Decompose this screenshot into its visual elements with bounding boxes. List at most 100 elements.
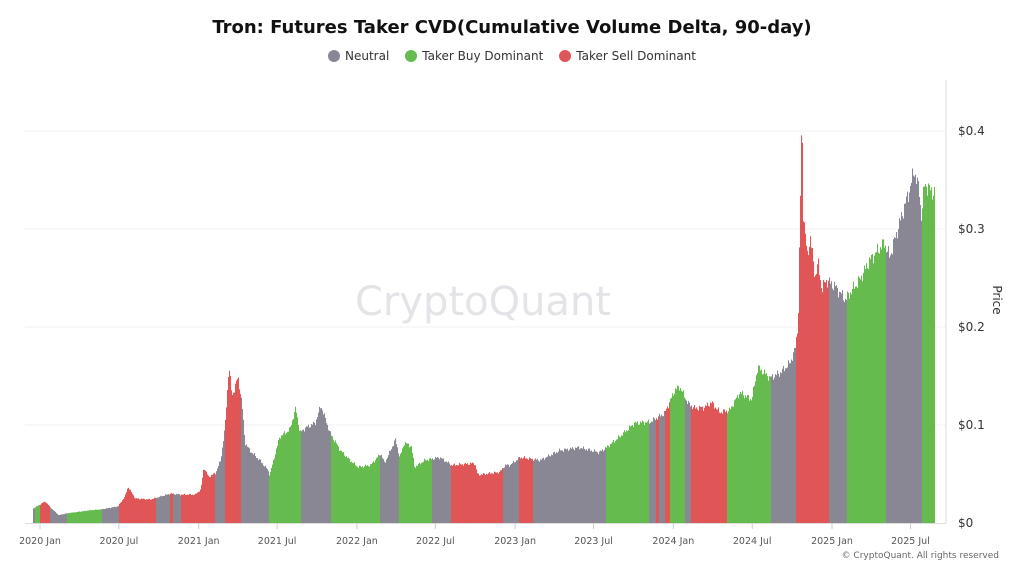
legend-label: Taker Sell Dominant <box>576 49 696 63</box>
price-bar-buy <box>69 513 71 523</box>
price-bar-sell <box>187 494 189 523</box>
price-bar-neutral <box>306 426 308 523</box>
price-bar-sell <box>459 462 461 523</box>
price-bar-neutral <box>223 441 225 523</box>
price-bar-buy <box>417 465 419 523</box>
x-tick-label: 2022 Jul <box>416 536 455 547</box>
legend-item-sell[interactable]: Taker Sell Dominant <box>559 49 696 63</box>
price-bar-neutral <box>304 431 306 523</box>
price-bar-sell <box>520 458 522 523</box>
price-bar-buy <box>928 183 930 523</box>
price-bar-neutral <box>390 450 392 523</box>
price-bar-buy <box>350 462 352 523</box>
price-bar-sell <box>236 380 238 523</box>
price-bar-neutral <box>652 421 654 523</box>
price-bar-neutral <box>900 220 902 523</box>
price-bar-neutral <box>514 462 516 523</box>
price-bar-buy <box>409 447 411 523</box>
price-bar-neutral <box>559 448 561 523</box>
price-bar-buy <box>638 424 640 523</box>
price-bar-neutral <box>248 447 250 523</box>
price-bar-buy <box>618 435 620 523</box>
price-bar-neutral <box>773 379 775 523</box>
price-bar-neutral <box>604 449 606 523</box>
price-bar-neutral <box>508 464 510 523</box>
price-bar-neutral <box>65 513 67 523</box>
price-bar-buy <box>356 466 358 523</box>
price-bar-neutral <box>53 510 55 523</box>
price-bar-neutral <box>56 513 58 523</box>
price-bar-buy <box>728 411 730 523</box>
price-bar-neutral <box>836 285 838 523</box>
price-bar-buy <box>634 422 636 523</box>
price-bar-sell <box>497 472 499 523</box>
price-bar-neutral <box>908 202 910 523</box>
price-bar-neutral <box>319 406 321 523</box>
price-bar-neutral <box>690 406 692 523</box>
price-bar-buy <box>379 455 381 523</box>
price-bar-buy <box>367 465 369 523</box>
price-bar-buy <box>99 509 101 523</box>
price-bar-neutral <box>436 457 438 523</box>
price-bar-sell <box>488 473 490 523</box>
price-bar-neutral <box>303 429 305 523</box>
price-bar-buy <box>337 444 339 523</box>
price-bar-neutral <box>301 431 303 523</box>
price-bar-neutral <box>261 462 263 523</box>
price-bar-buy <box>744 398 746 523</box>
price-bar-neutral <box>570 447 572 523</box>
price-bar-neutral <box>776 375 778 523</box>
price-bar-neutral <box>516 460 518 523</box>
price-bar-neutral <box>596 451 598 523</box>
price-bar-neutral <box>578 446 580 523</box>
price-bar-buy <box>274 458 276 523</box>
price-bar-neutral <box>774 377 776 523</box>
price-bar-neutral <box>330 431 332 523</box>
y-axis-label: Price <box>990 285 1004 314</box>
price-bar-neutral <box>176 493 178 523</box>
price-bar-buy <box>645 422 647 523</box>
price-bar-neutral <box>264 466 266 523</box>
price-bar-buy <box>767 376 769 523</box>
price-bar-sell <box>144 498 146 523</box>
price-bar-neutral <box>918 181 920 523</box>
price-bar-neutral <box>505 464 507 523</box>
price-bar-neutral <box>52 509 54 523</box>
legend-item-buy[interactable]: Taker Buy Dominant <box>405 49 543 63</box>
price-bar-sell <box>181 494 183 523</box>
price-bar-buy <box>37 506 39 523</box>
price-bar-buy <box>878 252 880 523</box>
price-bar-neutral <box>315 425 317 523</box>
price-bar-buy <box>636 422 638 523</box>
price-bar-sell <box>478 473 480 523</box>
price-bar-sell <box>816 274 818 523</box>
price-bar-sell <box>207 474 209 523</box>
price-bar-sell <box>693 407 695 523</box>
price-bar-sell <box>171 493 173 523</box>
price-bar-neutral <box>551 454 553 523</box>
price-bar-sell <box>815 275 817 523</box>
price-bar-neutral <box>787 367 789 523</box>
price-bar-neutral <box>114 506 116 523</box>
price-bar-neutral <box>689 402 691 523</box>
price-bar-neutral <box>325 417 327 523</box>
price-bar-sell <box>467 463 469 523</box>
price-bar-neutral <box>916 184 918 523</box>
price-bar-neutral <box>649 423 651 523</box>
price-bar-buy <box>275 454 277 523</box>
price-bar-buy <box>375 460 377 523</box>
price-bar-sell <box>133 495 135 523</box>
price-bar-sell <box>524 456 526 523</box>
price-bar-buy <box>332 436 334 523</box>
price-bar-neutral <box>539 461 541 523</box>
price-bar-sell <box>192 494 194 523</box>
price-bar-sell <box>474 465 476 523</box>
price-bar-buy <box>882 239 884 524</box>
price-bar-neutral <box>244 435 246 523</box>
price-bar-sell <box>41 503 43 523</box>
legend-item-neutral[interactable]: Neutral <box>328 49 389 63</box>
price-bar-buy <box>293 418 295 523</box>
price-bar-buy <box>73 512 75 523</box>
price-bar-neutral <box>387 457 389 523</box>
price-bar-sell <box>494 471 496 523</box>
